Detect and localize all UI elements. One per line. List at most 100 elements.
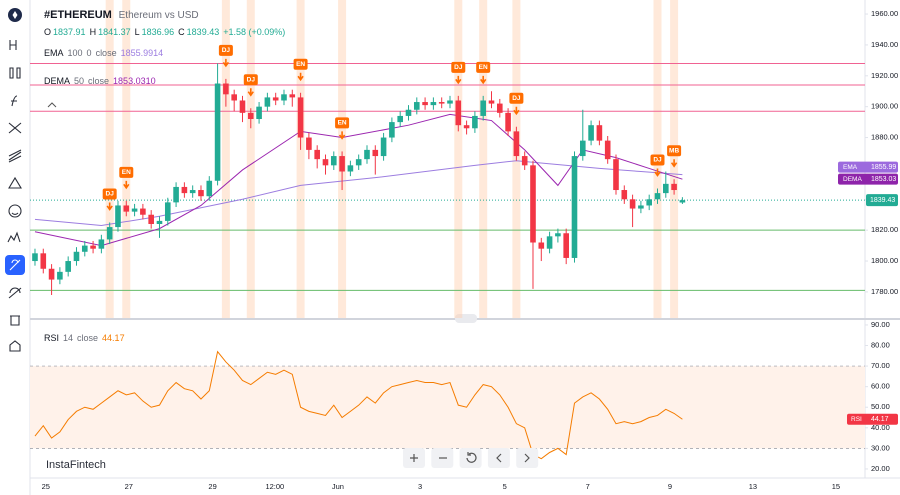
indicator-param: close <box>95 48 117 58</box>
tool-icon <box>7 231 21 243</box>
rsi-y-tick-label: 40.00 <box>871 423 890 432</box>
candle-body <box>596 125 603 141</box>
candle-body <box>496 103 503 113</box>
candle-body <box>472 115 478 129</box>
candle-body <box>98 239 105 249</box>
candle-body <box>90 245 96 249</box>
event-label-bg[interactable] <box>243 74 258 86</box>
candle-body <box>654 193 661 200</box>
event-label: DJ <box>106 191 115 198</box>
event-label-bg[interactable] <box>218 44 233 56</box>
candle-body <box>115 205 121 228</box>
event-arrow <box>123 180 130 190</box>
candle-body <box>422 102 428 106</box>
pane-handle[interactable] <box>455 314 477 323</box>
candle-body <box>563 233 569 258</box>
event-band <box>221 0 230 318</box>
y-tick-label: 1940.00 <box>871 40 898 49</box>
event-arrow <box>654 168 661 177</box>
event-label-bg[interactable] <box>451 61 466 73</box>
symbol: #ETHEREUM <box>44 9 112 21</box>
candle-body <box>430 102 437 106</box>
event-arrow <box>338 131 346 140</box>
candle-body <box>604 140 611 160</box>
candle-body <box>505 112 511 132</box>
candle-body <box>306 137 312 150</box>
tool-button[interactable] <box>5 310 25 330</box>
event-label-bg[interactable] <box>119 166 134 178</box>
symbol-row: #ETHEREUM Ethereum vs USD <box>44 9 203 21</box>
event-band <box>454 0 463 318</box>
nav-button[interactable] <box>516 448 539 468</box>
description: Ethereum vs USD <box>118 10 199 21</box>
candle-body <box>579 140 586 157</box>
tool-button[interactable] <box>5 336 25 356</box>
candle-body <box>339 156 345 172</box>
candle-body <box>65 261 71 272</box>
candle-body <box>81 245 88 252</box>
tool-icon <box>8 204 22 218</box>
tool-icon <box>8 149 22 163</box>
event-label-bg[interactable] <box>335 117 350 129</box>
event-label: DJ <box>222 47 231 54</box>
candle-body <box>546 236 553 249</box>
candle-body <box>106 227 113 240</box>
rsi-line <box>34 350 683 460</box>
candle-body <box>131 208 138 212</box>
event-label-bg[interactable] <box>509 92 524 104</box>
x-tick-label: 27 <box>125 482 133 491</box>
indicator-param: 0 <box>86 48 92 58</box>
candle-body <box>389 122 395 138</box>
tool-button[interactable] <box>5 63 25 83</box>
candle-body <box>455 100 462 126</box>
tool-icon <box>11 95 18 107</box>
event-label-bg[interactable] <box>650 154 665 166</box>
event-label-bg[interactable] <box>476 61 491 73</box>
indicator-tag-name: DEMA <box>843 176 862 183</box>
event-arrow <box>297 72 304 82</box>
nav-button[interactable] <box>459 448 482 468</box>
event-arrow <box>480 75 487 85</box>
tool-button[interactable] <box>5 201 25 221</box>
event-label-bg[interactable] <box>102 188 117 200</box>
indicator-name: DEMA <box>44 76 71 86</box>
indicator-tag-value: 1853.03 <box>871 176 896 183</box>
ohlc-value: 1839.43 <box>186 27 220 37</box>
tool-button[interactable] <box>5 173 25 193</box>
nav-icon <box>524 453 530 463</box>
candle-body <box>123 205 130 212</box>
tool-icon <box>10 315 20 326</box>
candle-body <box>231 94 237 101</box>
rsi-tag-value: 44.17 <box>871 416 889 423</box>
event-label-bg[interactable] <box>293 58 308 70</box>
event-band <box>122 0 131 318</box>
rsi-pane <box>30 350 865 460</box>
candle-body <box>588 125 594 141</box>
rsi-value: 44.17 <box>102 333 125 343</box>
tool-icon <box>9 340 21 352</box>
candle-body <box>621 190 628 200</box>
candle-body <box>264 97 271 107</box>
toolbar <box>5 8 25 356</box>
rsi-tag <box>847 413 898 425</box>
nav-icon <box>466 452 477 463</box>
candle-body <box>679 200 686 203</box>
candle-body <box>405 109 412 116</box>
rsi-legend: RSI 14 close 44.17 <box>44 333 129 343</box>
rsi-y-tick-label: 60.00 <box>871 382 890 391</box>
ohlc-letter: C <box>178 27 185 37</box>
ohlc-value: 1841.37 <box>98 27 131 37</box>
event-label-bg[interactable] <box>667 145 682 157</box>
y-tick-label: 1920.00 <box>871 71 898 80</box>
indicator-name: EMA <box>44 48 64 58</box>
event-arrow <box>106 202 113 211</box>
candle-body <box>463 125 470 129</box>
candle-body <box>521 156 528 166</box>
candle-body <box>206 180 213 197</box>
nav-button[interactable] <box>487 448 510 468</box>
event-band <box>296 0 305 318</box>
event-label: DJ <box>653 157 662 164</box>
collapse-caret[interactable] <box>47 102 57 108</box>
event-label: EN <box>122 169 131 176</box>
